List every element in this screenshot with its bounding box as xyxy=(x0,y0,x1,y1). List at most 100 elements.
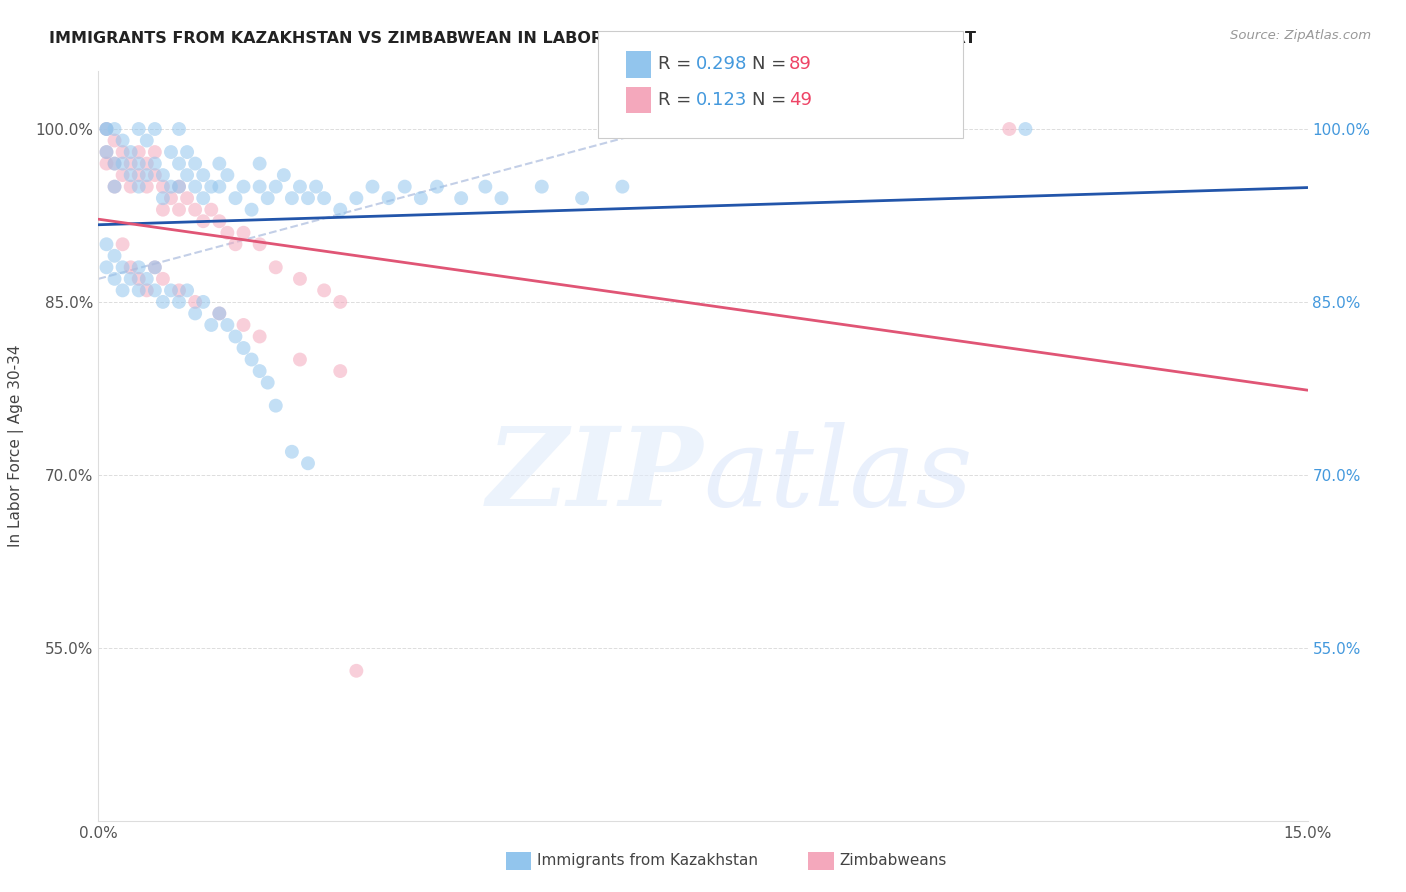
Point xyxy=(143,122,166,136)
Point xyxy=(297,456,319,470)
Point xyxy=(143,168,166,182)
Point xyxy=(612,179,634,194)
Point xyxy=(96,145,118,159)
Text: 0.123: 0.123 xyxy=(696,91,748,109)
Point xyxy=(217,318,239,332)
Point xyxy=(128,145,150,159)
Point xyxy=(103,249,125,263)
Point xyxy=(264,399,287,413)
Point xyxy=(249,364,271,378)
Text: Immigrants from Kazakhstan: Immigrants from Kazakhstan xyxy=(537,854,758,868)
Point xyxy=(281,444,304,458)
Point xyxy=(232,318,254,332)
Text: 89: 89 xyxy=(789,55,811,73)
Text: Zimbabweans: Zimbabweans xyxy=(839,854,946,868)
Point xyxy=(135,134,157,148)
Point xyxy=(208,306,231,320)
Text: Source: ZipAtlas.com: Source: ZipAtlas.com xyxy=(1230,29,1371,42)
Point xyxy=(450,191,472,205)
Point xyxy=(128,179,150,194)
Point xyxy=(96,122,118,136)
Point xyxy=(143,156,166,170)
Point xyxy=(224,329,246,343)
Point xyxy=(135,168,157,182)
Point xyxy=(394,179,416,194)
Text: N =: N = xyxy=(752,91,792,109)
Text: R =: R = xyxy=(658,55,697,73)
Text: atlas: atlas xyxy=(703,422,973,530)
Point xyxy=(193,294,215,309)
Point xyxy=(111,168,134,182)
Point xyxy=(200,318,222,332)
Text: ZIP: ZIP xyxy=(486,422,703,530)
Point xyxy=(167,202,190,217)
Point xyxy=(111,156,134,170)
Point xyxy=(111,134,134,148)
Point xyxy=(273,168,295,182)
Point xyxy=(167,284,190,298)
Point xyxy=(152,272,174,286)
Point xyxy=(143,260,166,275)
Point xyxy=(176,284,198,298)
Point xyxy=(135,284,157,298)
Point xyxy=(167,156,190,170)
Point xyxy=(361,179,384,194)
Point xyxy=(530,179,553,194)
Point xyxy=(176,191,198,205)
Point xyxy=(96,145,118,159)
Point xyxy=(176,168,198,182)
Point xyxy=(240,202,263,217)
Point xyxy=(96,260,118,275)
Point xyxy=(264,260,287,275)
Point xyxy=(167,294,190,309)
Point xyxy=(152,202,174,217)
Point xyxy=(111,260,134,275)
Point xyxy=(135,179,157,194)
Point xyxy=(96,156,118,170)
Point xyxy=(264,179,287,194)
Text: N =: N = xyxy=(752,55,792,73)
Point xyxy=(135,156,157,170)
Point xyxy=(281,191,304,205)
Point xyxy=(184,179,207,194)
Point xyxy=(305,179,328,194)
Point xyxy=(160,179,183,194)
Point xyxy=(120,272,142,286)
Point xyxy=(111,284,134,298)
Point xyxy=(208,156,231,170)
Point xyxy=(329,364,352,378)
Point xyxy=(193,191,215,205)
Point xyxy=(103,272,125,286)
Point xyxy=(96,122,118,136)
Text: IMMIGRANTS FROM KAZAKHSTAN VS ZIMBABWEAN IN LABOR FORCE | AGE 30-34 CORRELATION : IMMIGRANTS FROM KAZAKHSTAN VS ZIMBABWEAN… xyxy=(49,31,976,47)
Point xyxy=(426,179,449,194)
Point xyxy=(160,145,183,159)
Point xyxy=(152,168,174,182)
Point xyxy=(240,352,263,367)
Point xyxy=(120,260,142,275)
Point xyxy=(208,306,231,320)
Point xyxy=(135,272,157,286)
Point xyxy=(103,156,125,170)
Point xyxy=(184,156,207,170)
Point xyxy=(297,191,319,205)
Point xyxy=(184,306,207,320)
Point xyxy=(474,179,496,194)
Point xyxy=(288,179,311,194)
Point xyxy=(288,352,311,367)
Point xyxy=(329,294,352,309)
Point xyxy=(152,191,174,205)
Point xyxy=(103,179,125,194)
Point xyxy=(249,237,271,252)
Point xyxy=(344,664,367,678)
Point xyxy=(120,179,142,194)
Point xyxy=(232,179,254,194)
Point xyxy=(160,191,183,205)
Point xyxy=(103,134,125,148)
Point xyxy=(143,145,166,159)
Point xyxy=(256,191,278,205)
Point xyxy=(128,122,150,136)
Point xyxy=(249,179,271,194)
Point xyxy=(152,294,174,309)
Point xyxy=(167,122,190,136)
